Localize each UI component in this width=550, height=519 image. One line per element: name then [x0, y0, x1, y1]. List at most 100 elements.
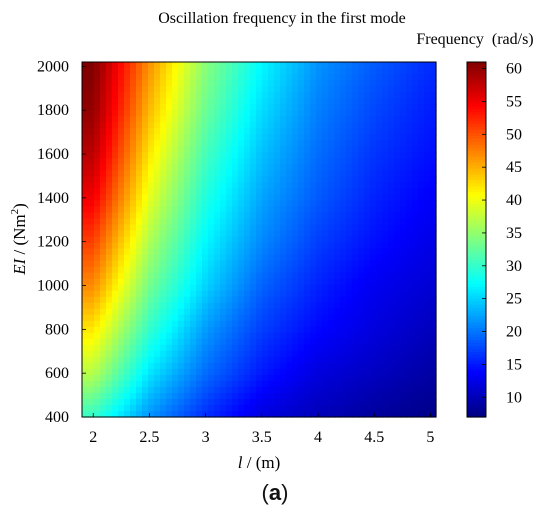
heatmap-cell — [220, 146, 227, 153]
heatmap-cell — [82, 332, 89, 340]
heatmap-cell — [100, 404, 107, 412]
heatmap-cell — [124, 110, 131, 117]
heatmap-cell — [376, 230, 383, 238]
heatmap-cell — [268, 206, 275, 214]
heatmap-cell — [238, 344, 245, 352]
heatmap-cell — [394, 104, 401, 111]
heatmap-cell — [220, 350, 227, 358]
heatmap-cell — [88, 248, 95, 256]
heatmap-cell — [148, 188, 155, 195]
heatmap-cell — [232, 260, 239, 268]
heatmap-cell — [400, 80, 407, 87]
heatmap-cell — [316, 338, 323, 346]
heatmap-cell — [310, 218, 317, 226]
heatmap-cell — [232, 98, 239, 105]
heatmap-cell — [82, 140, 89, 147]
heatmap-cell — [334, 380, 341, 388]
heatmap-cell — [160, 362, 167, 370]
heatmap-cell — [262, 176, 269, 183]
heatmap-cell — [286, 134, 293, 141]
heatmap-cell — [268, 284, 275, 292]
heatmap-cell — [286, 86, 293, 93]
heatmap-cell — [298, 404, 305, 412]
heatmap-cell — [388, 380, 395, 388]
heatmap-cell — [382, 374, 389, 382]
heatmap-cell — [406, 368, 413, 376]
heatmap-cell — [400, 410, 407, 418]
heatmap-cell — [388, 170, 395, 177]
heatmap-cell — [100, 176, 107, 183]
heatmap-cell — [316, 308, 323, 316]
heatmap-cell — [400, 296, 407, 304]
heatmap-cell — [304, 218, 311, 226]
heatmap-cell — [316, 362, 323, 370]
heatmap-cell — [100, 128, 107, 135]
heatmap-cell — [334, 110, 341, 117]
heatmap-cell — [226, 254, 233, 262]
heatmap-cell — [394, 356, 401, 364]
heatmap-cell — [88, 122, 95, 129]
heatmap-cell — [424, 218, 431, 226]
heatmap-cell — [196, 146, 203, 153]
heatmap-cell — [202, 326, 209, 334]
x-tick-label: 4.5 — [364, 429, 384, 446]
heatmap-cell — [424, 284, 431, 292]
heatmap-cell — [136, 398, 143, 406]
heatmap-cell — [94, 404, 101, 412]
heatmap-cell — [346, 200, 353, 208]
heatmap-cell — [352, 164, 359, 171]
heatmap-cell — [316, 68, 323, 75]
heatmap-cell — [292, 80, 299, 87]
heatmap-cell — [358, 86, 365, 93]
heatmap-cell — [400, 398, 407, 406]
heatmap-cell — [310, 152, 317, 159]
heatmap-cell — [406, 392, 413, 400]
heatmap-cell — [184, 98, 191, 105]
heatmap-cell — [202, 332, 209, 340]
heatmap-cell — [346, 356, 353, 364]
heatmap-cell — [256, 200, 263, 208]
heatmap-cell — [268, 260, 275, 268]
colorbar-tick-label: 60 — [506, 61, 522, 78]
heatmap-cell — [424, 92, 431, 99]
heatmap-cell — [130, 92, 137, 99]
heatmap-cell — [418, 128, 425, 135]
heatmap-cell — [136, 404, 143, 412]
colorbar-tick-label: 30 — [506, 258, 522, 275]
heatmap-cell — [304, 128, 311, 135]
heatmap-cell — [100, 74, 107, 81]
panel-label-close: ) — [281, 480, 289, 505]
heatmap-cell — [232, 410, 239, 418]
heatmap-cell — [172, 260, 179, 268]
heatmap-cell — [328, 260, 335, 268]
heatmap-cell — [358, 290, 365, 298]
heatmap-cell — [178, 278, 185, 286]
heatmap-cell — [118, 104, 125, 111]
heatmap-cell — [280, 356, 287, 364]
heatmap-cell — [328, 410, 335, 418]
heatmap-cell — [220, 92, 227, 99]
heatmap-cell — [118, 158, 125, 165]
heatmap-cell — [424, 272, 431, 280]
heatmap-cell — [430, 392, 437, 400]
heatmap-cell — [292, 344, 299, 352]
heatmap-cell — [286, 224, 293, 232]
heatmap-cell — [106, 206, 113, 214]
heatmap-cell — [328, 356, 335, 364]
heatmap-cell — [208, 188, 215, 195]
heatmap-cell — [82, 374, 89, 382]
heatmap-cell — [148, 164, 155, 171]
heatmap-cell — [250, 368, 257, 376]
plot-area — [82, 62, 437, 418]
heatmap-cell — [190, 86, 197, 93]
x-tick-label: 4 — [314, 429, 322, 446]
heatmap-cell — [376, 266, 383, 274]
heatmap-cell — [286, 404, 293, 412]
heatmap-cell — [346, 290, 353, 298]
heatmap-cell — [394, 200, 401, 208]
colorbar-swatch — [467, 124, 486, 128]
heatmap-cell — [232, 254, 239, 262]
heatmap-cell — [88, 320, 95, 328]
heatmap-cell — [274, 362, 281, 370]
heatmap-cell — [112, 350, 119, 358]
